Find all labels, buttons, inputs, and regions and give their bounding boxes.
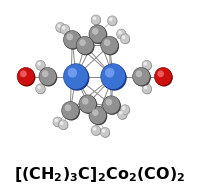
Circle shape (102, 65, 127, 91)
Circle shape (104, 39, 110, 46)
Circle shape (101, 64, 126, 89)
Circle shape (109, 17, 113, 21)
Circle shape (117, 29, 126, 39)
Circle shape (118, 110, 127, 120)
Circle shape (144, 85, 147, 89)
Circle shape (102, 129, 105, 133)
Circle shape (119, 111, 123, 115)
Circle shape (100, 127, 110, 137)
Circle shape (57, 24, 61, 28)
Circle shape (82, 98, 89, 105)
Circle shape (17, 67, 35, 86)
Circle shape (120, 105, 130, 115)
Circle shape (90, 26, 107, 44)
Circle shape (105, 99, 112, 106)
Circle shape (37, 62, 41, 66)
Circle shape (56, 23, 66, 33)
Circle shape (65, 65, 90, 91)
Circle shape (80, 96, 97, 114)
Circle shape (36, 61, 46, 71)
Circle shape (89, 106, 106, 124)
Circle shape (122, 106, 125, 110)
Circle shape (61, 25, 70, 35)
Circle shape (155, 68, 173, 87)
Circle shape (62, 101, 79, 120)
Circle shape (89, 25, 106, 43)
Circle shape (92, 109, 99, 116)
Circle shape (92, 28, 99, 35)
Circle shape (20, 70, 27, 77)
Circle shape (79, 39, 86, 46)
Circle shape (120, 34, 130, 44)
Circle shape (76, 36, 94, 54)
Circle shape (68, 68, 77, 77)
Circle shape (36, 84, 46, 94)
Circle shape (77, 37, 95, 55)
Circle shape (42, 70, 49, 77)
Circle shape (90, 107, 107, 125)
Circle shape (107, 16, 117, 26)
Circle shape (58, 120, 68, 130)
Circle shape (37, 85, 41, 89)
Circle shape (117, 109, 127, 119)
Circle shape (60, 24, 70, 34)
Circle shape (63, 31, 81, 49)
Circle shape (121, 105, 130, 115)
Circle shape (101, 128, 110, 138)
Circle shape (60, 121, 64, 125)
Circle shape (55, 119, 58, 122)
Circle shape (39, 67, 56, 86)
Circle shape (103, 96, 120, 114)
Circle shape (93, 127, 96, 131)
Circle shape (133, 67, 150, 86)
Circle shape (157, 70, 164, 77)
Circle shape (65, 104, 71, 111)
Circle shape (102, 37, 119, 55)
Circle shape (136, 70, 142, 77)
Circle shape (103, 97, 121, 115)
Circle shape (36, 84, 45, 94)
Circle shape (142, 84, 152, 94)
Circle shape (108, 16, 117, 26)
Text: $\mathbf{[(CH_2)_3C]_2Co_2(CO)_2}$: $\mathbf{[(CH_2)_3C]_2Co_2(CO)_2}$ (14, 165, 185, 184)
Circle shape (144, 62, 147, 66)
Circle shape (101, 36, 118, 54)
Circle shape (63, 64, 88, 89)
Circle shape (62, 102, 80, 121)
Circle shape (53, 117, 62, 127)
Circle shape (91, 15, 100, 25)
Circle shape (56, 22, 65, 32)
Circle shape (142, 84, 151, 94)
Circle shape (66, 33, 73, 40)
Circle shape (142, 61, 152, 71)
Circle shape (122, 35, 125, 39)
Circle shape (134, 68, 151, 87)
Circle shape (64, 32, 82, 50)
Circle shape (79, 95, 96, 113)
Circle shape (59, 120, 68, 130)
Circle shape (93, 16, 96, 20)
Circle shape (53, 118, 63, 127)
Circle shape (105, 68, 114, 77)
Circle shape (36, 60, 45, 70)
Circle shape (121, 34, 130, 44)
Circle shape (18, 68, 35, 87)
Circle shape (92, 15, 101, 25)
Circle shape (40, 68, 57, 87)
Circle shape (91, 125, 100, 135)
Circle shape (62, 26, 65, 30)
Circle shape (117, 30, 127, 40)
Circle shape (142, 60, 151, 70)
Circle shape (92, 126, 101, 136)
Circle shape (118, 31, 122, 34)
Circle shape (154, 67, 172, 86)
